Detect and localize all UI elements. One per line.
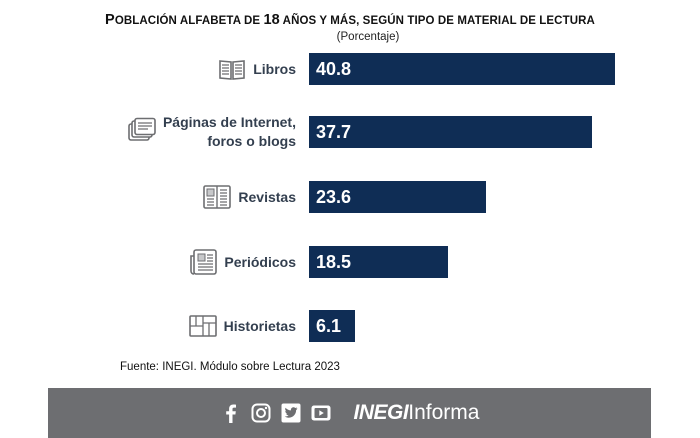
bar: 37.7 <box>309 116 592 148</box>
bar-row: Periódicos 18.5 <box>0 242 700 282</box>
category-label-group: Libros <box>217 49 296 89</box>
bar: 23.6 <box>309 181 486 213</box>
data-label: 6.1 <box>316 315 342 336</box>
data-label: 37.7 <box>316 121 352 142</box>
comic-icon <box>188 311 218 341</box>
bar: 18.5 <box>309 246 448 278</box>
instagram-icon[interactable] <box>250 402 272 424</box>
source-note: Fuente: INEGI. Módulo sobre Lectura 2023 <box>120 361 340 373</box>
chart-title: POBLACIÓN ALFABETA DE 18 AÑOS Y MÁS, SEG… <box>105 12 595 28</box>
bar-row: Libros 40.8 <box>0 49 700 89</box>
facebook-icon[interactable] <box>220 402 242 424</box>
bar: 6.1 <box>309 310 355 342</box>
magazine-icon <box>202 182 232 212</box>
chart-subtitle: (Porcentaje) <box>336 31 400 43</box>
category-label: Periódicos <box>224 253 296 270</box>
bar-row: Páginas de Internet, foros o blogs 37.7 <box>0 112 700 152</box>
data-label: 23.6 <box>316 186 352 207</box>
category-label: Páginas de Internet, foros o blogs <box>162 114 296 149</box>
category-label-group: Revistas <box>202 177 296 217</box>
youtube-icon[interactable] <box>310 402 332 424</box>
data-label: 40.8 <box>316 58 352 79</box>
data-label: 18.5 <box>316 251 352 272</box>
category-label: Revistas <box>238 188 296 205</box>
footer-banner: INEGI Informa <box>48 388 651 438</box>
bar-row: Revistas 23.6 <box>0 177 700 217</box>
twitter-icon[interactable] <box>280 402 302 424</box>
web-pages-icon <box>127 117 157 147</box>
bar-row: Historietas 6.1 <box>0 306 700 346</box>
bar: 40.8 <box>309 53 615 85</box>
category-label-group: Periódicos <box>188 242 296 282</box>
book-icon <box>217 54 247 84</box>
category-label-group: Páginas de Internet, foros o blogs <box>127 112 296 152</box>
newspaper-icon <box>188 247 218 277</box>
category-label: Historietas <box>223 317 296 334</box>
category-label-group: Historietas <box>188 306 296 346</box>
inegi-informa-logo: INEGI Informa <box>353 401 480 424</box>
category-label: Libros <box>253 60 296 77</box>
